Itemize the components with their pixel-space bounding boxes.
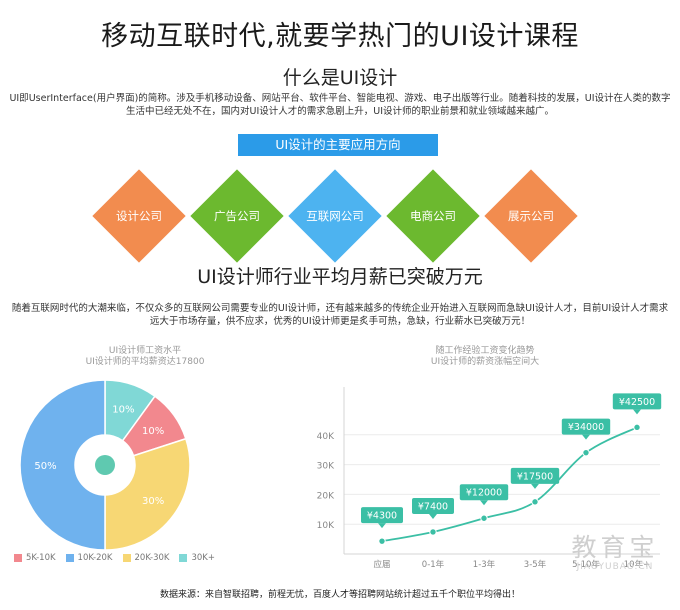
callout-box	[612, 393, 662, 410]
diamond-internet-company: 互联网公司	[288, 169, 382, 263]
callout-pointer	[531, 483, 539, 489]
diamond-ecommerce-company: 电商公司	[386, 169, 480, 263]
x-tick-label: 10年+	[624, 559, 650, 570]
legend-item-10k-20k: 10K-20K	[65, 553, 113, 563]
intro-paragraph: UI即UserInterface(用户界面)的简称。涉及手机移动设备、网站平台、…	[9, 93, 671, 117]
diamond-label: 展示公司	[508, 209, 554, 223]
pie-slice-label: 30%	[142, 496, 164, 507]
data-point	[582, 448, 590, 457]
y-tick-label: 20K	[317, 491, 335, 501]
pie-chart-title: UI设计师工资水平	[108, 346, 182, 356]
application-direction-banner: UI设计的主要应用方向	[238, 134, 438, 156]
watermark-url: JIAOYUBAO.CN	[576, 562, 654, 572]
data-point	[429, 528, 437, 536]
x-tick-label: 3-5年	[524, 559, 547, 570]
legend-label: 10K-20K	[77, 553, 113, 563]
line-chart-subtitle: UI设计师的薪资涨幅空间大	[430, 357, 540, 367]
pie-legend: 5K-10K 10K-20K 20K-30K 30K+	[14, 553, 215, 563]
y-tick-label: 10K	[317, 521, 335, 531]
legend-item-30k-plus: 30K+	[179, 553, 215, 563]
data-callout: ¥4300	[361, 507, 403, 529]
diamond-design-company: 设计公司	[92, 169, 186, 263]
callout-pointer	[480, 500, 488, 506]
data-callout: ¥17500	[510, 467, 560, 489]
data-label: ¥34000	[568, 422, 604, 433]
callout-pointer	[429, 513, 437, 519]
diamond-exhibition-company: 展示公司	[484, 169, 578, 263]
callout-box	[361, 507, 403, 524]
data-callout: ¥12000	[459, 484, 509, 506]
data-label: ¥42500	[619, 397, 655, 408]
data-callout: ¥42500	[612, 393, 662, 415]
pie-slice-20k-30k	[104, 437, 191, 550]
callout-pointer	[378, 523, 386, 529]
application-diamonds: 设计公司 广告公司 互联网公司 电商公司 展示公司	[0, 169, 680, 263]
jiaoyubao-watermark: 教育宝 JIAOYUBAO.CN	[540, 533, 680, 573]
data-label: ¥7400	[418, 501, 448, 512]
x-tick-label: 应届	[373, 559, 390, 570]
legend-swatch	[65, 554, 74, 562]
diamond-label: 电商公司	[410, 209, 456, 223]
data-label: ¥12000	[466, 488, 502, 499]
data-callout: ¥34000	[561, 418, 611, 440]
line-chart-title: 随工作经验工资变化趋势	[435, 346, 535, 356]
diamond-label: 设计公司	[116, 209, 162, 223]
pie-slice-10k-20k	[19, 380, 106, 550]
data-point	[480, 514, 488, 522]
callout-box	[459, 484, 509, 501]
data-callout: ¥7400	[412, 497, 454, 519]
pie-chart-subtitle: UI设计师的平均薪资达17800	[85, 357, 205, 367]
legend-swatch	[122, 554, 131, 562]
pie-slice-label: 10%	[142, 426, 164, 437]
diamond-label: 互联网公司	[306, 209, 364, 223]
data-point	[378, 537, 386, 545]
callout-box	[561, 418, 611, 435]
salary-paragraph: 随着互联网时代的大潮来临，不仅众多的互联网公司需要专业的UI设计师，还有越来越多…	[11, 303, 669, 327]
callout-pointer	[633, 409, 641, 415]
legend-label: 20K-30K	[134, 553, 170, 563]
legend-label: 5K-10K	[26, 553, 56, 563]
x-tick-label: 1-3年	[473, 559, 496, 570]
x-tick-label: 5-10年	[572, 559, 600, 570]
pie-slice-label: 50%	[34, 461, 56, 472]
data-point	[633, 423, 641, 432]
salary-section-title: UI设计师行业平均月薪已突破万元	[197, 266, 483, 288]
diamond-ad-company: 广告公司	[190, 169, 284, 263]
y-tick-label: 30K	[317, 462, 335, 472]
callout-box	[412, 497, 454, 514]
legend-swatch	[14, 554, 22, 562]
callout-box	[510, 467, 560, 484]
diamond-label: 广告公司	[214, 209, 260, 223]
data-point	[531, 498, 539, 506]
legend-label: 30K+	[191, 553, 215, 563]
data-source-footer: 数据来源：来自智联招聘，前程无忧，百度人才等招聘网站统计超过五千个职位平均得出！	[159, 590, 520, 600]
legend-swatch	[179, 554, 188, 562]
salary-distribution-pie-chart: 10% 10% 30% 50%	[19, 380, 191, 550]
y-tick-label: 40K	[317, 432, 335, 442]
legend-item-20k-30k: 20K-30K	[122, 553, 170, 563]
watermark-logo-text: 教育宝	[571, 533, 659, 562]
callout-pointer	[582, 434, 590, 440]
page-title: 移动互联时代,就要学热门的UI设计课程	[101, 21, 579, 52]
pie-slice-label: 10%	[112, 404, 134, 415]
x-tick-label: 0-1年	[422, 559, 445, 570]
data-label: ¥17500	[517, 471, 553, 482]
legend-item-5k-10k: 5K-10K	[14, 553, 56, 563]
section-title-what-is-ui: 什么是UI设计	[282, 67, 398, 89]
donut-center-dot	[95, 455, 115, 475]
salary-trend-line-chart: 10K 20K 30K 40K 应届 0-1年 1-3年 3-5年 5-10年 10年+ ¥4300…	[317, 387, 662, 570]
data-label: ¥4300	[367, 511, 397, 522]
